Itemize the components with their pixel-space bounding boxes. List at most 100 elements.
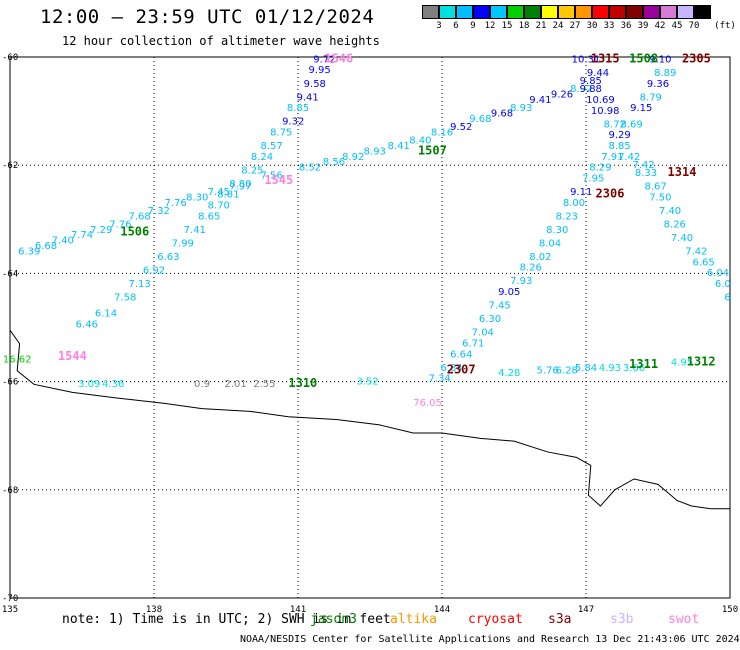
color-swatch [660,5,677,19]
color-scale-bar [422,5,711,19]
color-swatch [456,5,473,19]
wave-height-label: 9.88 [580,84,602,95]
wave-height-label: 7.45 [488,301,510,312]
wave-height-label: 8.92 [342,152,364,163]
wave-height-label: 7.76 [164,198,186,209]
color-scale-tick: 45 [671,21,683,31]
color-scale-tick: 39 [637,21,649,31]
track-id-label: 2307 [447,362,476,376]
legend-entry-s3a: s3a [548,612,572,627]
wave-height-label: 8.79 [640,92,662,103]
color-swatch [609,5,626,19]
wave-height-label: 7.13 [128,279,150,290]
wave-height-label: 6.46 [76,320,98,331]
x-tick-label: 141 [290,605,306,615]
wave-height-label: 8.85 [287,103,309,114]
track-id-label: 1315 [591,51,620,65]
legend-entry-s3b: s3b [610,612,634,627]
wave-height-label: 6.04 [707,268,729,279]
track-id-label: 1314 [668,165,697,179]
wave-height-label: 9.26 [551,90,573,101]
wave-height-label: 8.02 [529,252,551,263]
color-scale-tick: 33 [603,21,615,31]
color-swatch [575,5,592,19]
wave-height-label: 7.91 [601,152,623,163]
track-id-label: 1312 [687,354,716,368]
wave-height-label: 8.00 [563,198,585,209]
wave-height-label: 9.41 [529,95,551,106]
wave-height-label: 7.76 [109,219,131,230]
wave-height-label: 9.52 [450,122,472,133]
y-tick-label: -60 [2,53,18,63]
wave-height-label: 7.40 [659,206,681,217]
wave-height-label: 7.04 [472,328,494,339]
wave-height-label: 10.31 [572,54,601,65]
color-swatch [592,5,609,19]
track-id-label: 1546 [324,51,353,65]
color-scale-tick: 6 [453,21,459,31]
wave-height-label: 4.36 [102,379,124,390]
wave-height-label: 8.69 [620,119,642,130]
wave-height-label: 6.28 [556,365,578,376]
wave-height-label: 8.25 [241,165,263,176]
wave-height-label: 7.50 [649,192,671,203]
wave-height-label: 6 [724,292,730,303]
wave-height-label: 8.80 [229,179,251,190]
color-swatch [524,5,541,19]
x-tick-label: 138 [146,605,162,615]
x-tick-label: 144 [434,605,450,615]
wave-height-label: 8.16 [431,127,453,138]
wave-height-label: 8.67 [644,182,666,193]
wave-height-label: 7.29 [90,225,112,236]
y-tick-label: -62 [2,161,18,171]
wave-height-label: 5.84 [575,363,597,374]
wave-height-label: 7.41 [184,225,206,236]
wave-height-label: 4.28 [498,368,520,379]
wave-height-label: 8.30 [186,192,208,203]
wave-height-label: 7.34 [428,374,450,385]
coastline [9,329,730,510]
wave-height-label: 8.24 [251,152,273,163]
wave-height-label: 8.65 [198,211,220,222]
map-title: 12:00 – 23:59 UTC 01/12/2024 [40,6,375,28]
color-swatch [541,5,558,19]
track-id-label: 2306 [596,187,625,201]
y-tick-label: -66 [2,378,18,388]
color-swatch [473,5,490,19]
x-tick-label: 147 [578,605,594,615]
wave-height-label: 8.93 [364,146,386,157]
wave-height-label: 7.42 [685,246,707,257]
wave-height-label: 76.05 [413,398,442,409]
y-tick-label: -64 [2,269,18,279]
wave-height-label: 7.42 [618,152,640,163]
color-scale-unit: (ft) [714,21,736,31]
wave-height-label: 8.56 [323,157,345,168]
wave-height-label: 7.42 [632,160,654,171]
color-scale-tick: 27 [569,21,581,31]
legend-entry-cryosat: cryosat [468,612,523,627]
wave-height-label: 6.30 [479,314,501,325]
color-scale-tick: 70 [688,21,700,31]
wave-height-label: 7.40 [671,233,693,244]
wave-height-label: 6.68 [35,241,57,252]
color-scale-tick: 12 [484,21,496,31]
legend-entry-altika: altika [390,612,437,627]
track-id-label: 1507 [418,143,447,157]
wave-height-label: 7.32 [148,206,170,217]
wave-height-label: 8.75 [270,127,292,138]
x-tick-label: 150 [722,605,738,615]
wave-height-label: 9.10 [649,54,671,65]
wave-height-label: 9.68 [469,114,491,125]
wave-height-label: 8.04 [539,238,561,249]
wave-height-label: 6.84 [440,363,462,374]
x-tick-label: 135 [2,605,18,615]
wave-height-label: 6.63 [157,252,179,263]
wave-height-label: 3.66 [623,363,645,374]
wave-height-label: 7.45 [208,187,230,198]
wave-height-label: 8.40 [409,136,431,147]
map-subtitle: 12 hour collection of altimeter wave hei… [62,34,380,48]
wave-height-label: 9.05 [498,287,520,298]
wave-height-label: 7.40 [52,236,74,247]
wave-height-label: 8.52 [299,163,321,174]
y-tick-label: -68 [2,486,18,496]
